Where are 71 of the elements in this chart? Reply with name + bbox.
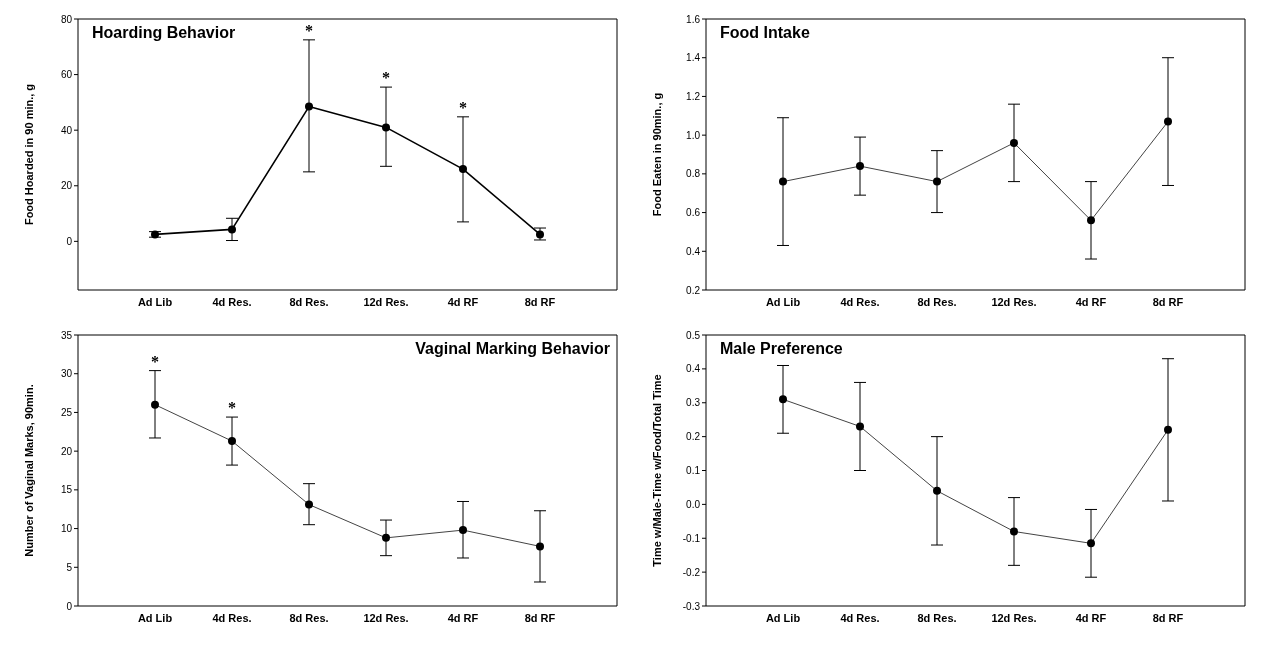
annotation: *	[382, 69, 390, 87]
y-tick-label: 0.6	[686, 207, 701, 219]
chart-title: Male Preference	[720, 340, 843, 358]
annotation: *	[305, 21, 313, 39]
x-tick-label: 4d RF	[447, 611, 479, 624]
x-tick-label: 8d RF	[1152, 611, 1184, 624]
x-tick-label: 8d Res.	[917, 611, 957, 624]
x-tick-label: 8d RF	[524, 611, 556, 624]
y-tick-label: 0.4	[686, 363, 701, 375]
x-tick-label: 8d Res.	[917, 295, 957, 308]
y-tick-label: 15	[60, 484, 73, 496]
y-tick-label: 80	[60, 13, 73, 25]
x-tick-label: 8d RF	[1152, 295, 1184, 308]
point	[305, 102, 313, 111]
y-tick-label: 1.2	[686, 90, 701, 102]
y-tick-label: 0.5	[686, 329, 701, 341]
x-tick-label: Ad Lib	[137, 611, 173, 624]
chart-title: Hoarding Behavior	[92, 24, 236, 42]
x-tick-label: 12d Res.	[991, 611, 1037, 624]
y-tick-label: 0.2	[686, 431, 701, 443]
y-tick-label: 0	[66, 235, 73, 247]
y-axis-title: Food Eaten in 90min., g	[650, 92, 663, 217]
y-tick-label: -0.3	[682, 600, 701, 612]
x-tick-label: 8d Res.	[289, 295, 329, 308]
y-tick-label: 0	[66, 600, 73, 612]
x-tick-label: 12d Res.	[991, 295, 1037, 308]
point	[459, 165, 467, 174]
y-tick-label: 0.3	[686, 397, 701, 409]
y-tick-label: 1.0	[686, 129, 701, 141]
y-tick-label: 0.2	[686, 284, 701, 296]
x-tick-label: 8d RF	[524, 295, 556, 308]
x-tick-label: 4d Res.	[840, 295, 880, 308]
x-tick-label: 4d Res.	[212, 295, 252, 308]
y-tick-label: 1.6	[686, 13, 701, 25]
y-tick-label: 0.0	[686, 498, 701, 510]
x-tick-label: 12d Res.	[363, 611, 409, 624]
y-tick-label: 35	[60, 329, 73, 341]
chart-title: Food Intake	[720, 24, 810, 42]
y-tick-label: 0.1	[686, 465, 701, 477]
y-tick-label: 25	[60, 406, 73, 418]
y-axis-title: Time w/Male-Time w/Food/Total Time	[650, 374, 663, 567]
y-tick-label: 20	[60, 180, 73, 192]
y-tick-label: 40	[60, 124, 73, 136]
x-tick-label: 4d RF	[1075, 295, 1107, 308]
annotation: *	[151, 352, 159, 370]
y-tick-label: -0.1	[682, 532, 701, 544]
y-tick-label: 1.4	[686, 52, 701, 64]
x-tick-label: 8d Res.	[289, 611, 329, 624]
y-tick-label: 5	[66, 561, 73, 573]
x-tick-label: 12d Res.	[363, 295, 409, 308]
y-tick-label: 10	[60, 523, 73, 535]
chart-title: Vaginal Marking Behavior	[415, 340, 610, 358]
point	[228, 225, 236, 234]
annotation: *	[459, 98, 467, 116]
x-tick-label: 4d RF	[447, 295, 479, 308]
y-tick-label: 20	[60, 445, 73, 457]
x-tick-label: Ad Lib	[765, 611, 801, 624]
y-axis-title: Food Hoarded in 90 min., g	[22, 83, 35, 226]
y-tick-label: 30	[60, 368, 73, 380]
y-tick-label: -0.2	[682, 566, 701, 578]
x-tick-label: 4d Res.	[840, 611, 880, 624]
point	[382, 123, 390, 132]
x-tick-label: Ad Lib	[137, 295, 173, 308]
x-tick-label: Ad Lib	[765, 295, 801, 308]
x-tick-label: 4d Res.	[212, 611, 252, 624]
x-tick-label: 4d RF	[1075, 611, 1107, 624]
y-axis-title: Number of Vaginal Marks, 90min.	[22, 384, 35, 557]
y-tick-label: 60	[60, 69, 73, 81]
y-tick-label: 0.4	[686, 245, 701, 257]
annotation: *	[228, 399, 236, 417]
y-tick-label: 0.8	[686, 168, 701, 180]
